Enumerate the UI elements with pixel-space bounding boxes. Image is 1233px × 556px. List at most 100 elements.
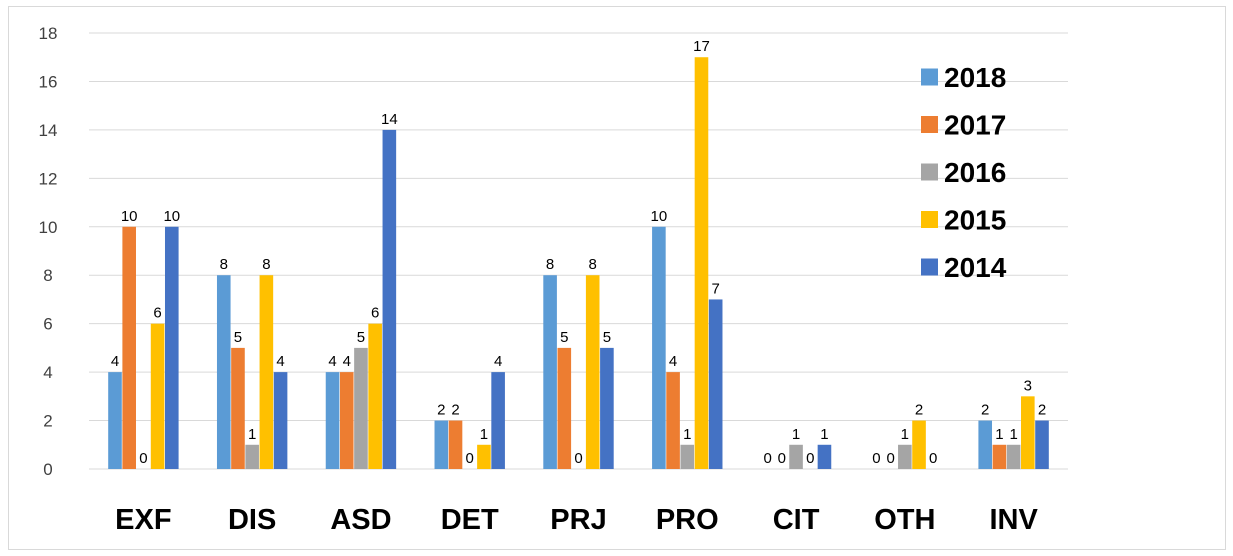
data-label: 1: [901, 426, 909, 443]
legend-swatch-2017: [921, 116, 938, 133]
legend-label-2017: 2017: [944, 110, 1006, 141]
data-label: 0: [139, 450, 147, 467]
data-label: 1: [820, 426, 828, 443]
bar-pro-2015: [694, 57, 709, 469]
bar-pro-2014: [708, 299, 723, 469]
y-tick-label: 0: [43, 460, 52, 479]
data-label: 1: [995, 426, 1003, 443]
data-label: 2: [451, 402, 459, 419]
bar-det-2017: [448, 420, 463, 469]
legend-label-2014: 2014: [944, 252, 1007, 283]
bar-oth-2016: [898, 444, 912, 469]
y-tick-label: 6: [43, 315, 52, 334]
y-tick-label: 10: [39, 218, 58, 237]
data-label: 6: [153, 305, 161, 322]
category-label-exf: EXF: [115, 504, 171, 536]
data-label: 0: [466, 450, 474, 467]
bar-prj-2017: [557, 347, 572, 469]
bar-dis-2016: [245, 444, 259, 469]
data-label: 5: [560, 329, 568, 346]
bar-det-2018: [434, 420, 449, 469]
y-tick-label: 8: [43, 266, 52, 285]
data-label: 0: [806, 450, 814, 467]
data-label: 0: [886, 450, 894, 467]
data-label: 17: [693, 38, 710, 55]
data-label: 10: [651, 208, 668, 225]
category-label-cit: CIT: [773, 504, 820, 536]
bar-asd-2016: [354, 347, 368, 469]
bar-inv-2014: [1035, 420, 1049, 469]
legend-swatch-2015: [921, 211, 938, 228]
data-label: 1: [248, 426, 256, 443]
data-label: 2: [915, 402, 923, 419]
data-label: 0: [872, 450, 880, 467]
bar-exf-2017: [122, 226, 136, 469]
data-label: 3: [1024, 377, 1032, 394]
bar-prj-2014: [600, 347, 614, 469]
legend-label-2015: 2015: [944, 205, 1006, 236]
bar-prj-2015: [585, 275, 600, 469]
y-tick-label: 14: [39, 121, 58, 140]
category-label-prj: PRJ: [550, 504, 606, 536]
legend-label-2016: 2016: [944, 157, 1006, 188]
data-label: 0: [574, 450, 582, 467]
data-label: 4: [328, 353, 336, 370]
data-label: 7: [712, 280, 720, 297]
data-label: 1: [480, 426, 488, 443]
data-label: 5: [603, 329, 611, 346]
bar-det-2014: [491, 372, 505, 469]
bar-dis-2018: [216, 275, 231, 469]
data-label: 2: [981, 402, 989, 419]
y-tick-label: 12: [39, 169, 58, 188]
bar-pro-2018: [652, 226, 666, 469]
y-tick-label: 4: [43, 363, 52, 382]
data-label: 0: [778, 450, 786, 467]
bar-oth-2015: [912, 420, 926, 469]
data-label: 1: [683, 426, 691, 443]
data-label: 4: [276, 353, 284, 370]
category-label-dis: DIS: [228, 504, 276, 536]
category-label-pro: PRO: [656, 504, 719, 536]
data-label: 8: [546, 256, 554, 273]
y-tick-label: 2: [43, 412, 52, 431]
bar-inv-2018: [978, 420, 993, 469]
y-tick-label: 16: [39, 72, 58, 91]
data-label: 0: [929, 450, 937, 467]
bar-pro-2016: [680, 444, 695, 469]
data-label: 8: [589, 256, 597, 273]
data-label: 14: [381, 111, 398, 128]
bar-cit-2016: [789, 444, 803, 469]
data-label: 8: [262, 256, 270, 273]
category-label-oth: OTH: [874, 504, 935, 536]
data-label: 2: [437, 402, 445, 419]
bar-exf-2018: [108, 372, 122, 469]
bar-asd-2015: [368, 323, 382, 469]
bar-cit-2014: [817, 444, 832, 469]
data-label: 4: [111, 353, 119, 370]
data-label: 0: [763, 450, 771, 467]
data-label: 10: [163, 208, 180, 225]
bar-pro-2017: [666, 372, 680, 469]
data-label: 4: [669, 353, 677, 370]
bar-asd-2018: [325, 372, 340, 469]
bar-asd-2014: [382, 129, 397, 469]
legend-swatch-2018: [921, 68, 938, 86]
legend-label-2018: 2018: [944, 62, 1006, 93]
data-label: 4: [343, 353, 351, 370]
category-label-inv: INV: [989, 504, 1038, 536]
category-label-asd: ASD: [330, 504, 391, 536]
data-label: 10: [121, 208, 138, 225]
data-label: 5: [357, 329, 365, 346]
bar-inv-2016: [1006, 444, 1021, 469]
bar-inv-2015: [1021, 396, 1035, 469]
data-label: 8: [220, 256, 228, 273]
bar-dis-2014: [273, 372, 288, 469]
bar-exf-2014: [164, 226, 179, 469]
data-label: 4: [494, 353, 502, 370]
legend-swatch-2014: [921, 258, 938, 276]
bar-asd-2017: [339, 372, 354, 469]
bar-det-2015: [477, 444, 491, 469]
bar-prj-2018: [543, 275, 557, 469]
data-label: 2: [1038, 402, 1046, 419]
